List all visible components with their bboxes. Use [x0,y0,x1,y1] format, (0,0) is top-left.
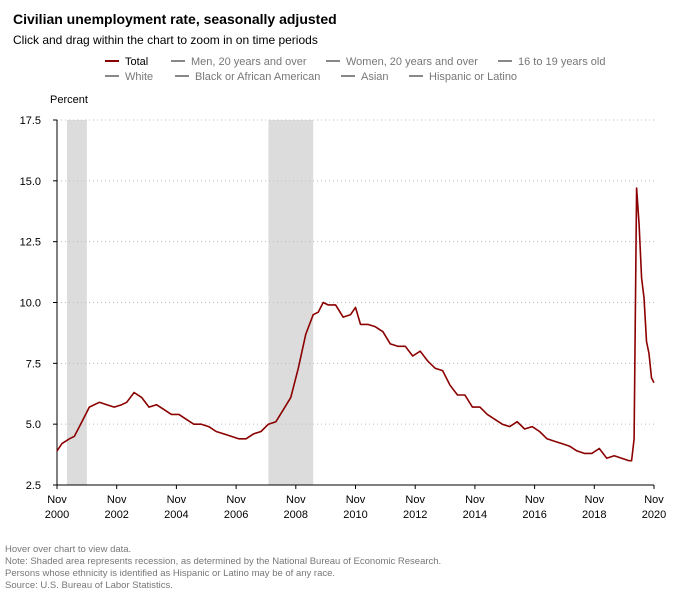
x-tick-label-year: 2016 [522,509,546,521]
x-tick-label-month: Nov [286,494,306,506]
legend-swatch [341,75,355,78]
legend-item-hispanic[interactable]: Hispanic or Latino [409,71,517,83]
legend-item-16-to-19[interactable]: 16 to 19 years old [498,56,605,68]
x-tick-label-year: 2006 [224,509,248,521]
x-tick-label-month: Nov [644,494,664,506]
legend-item-black[interactable]: Black or African American [175,71,320,83]
x-tick-label-year: 2000 [45,509,69,521]
legend-label: Asian [361,71,389,83]
series-line-total [56,187,655,462]
legend-item-asian[interactable]: Asian [341,71,389,83]
series-layer [56,187,655,462]
legend-label: Total [125,56,149,68]
legend-label: Women, 20 years and over [346,56,478,68]
x-tick-label-month: Nov [107,494,127,506]
x-tick-label-year: 2014 [463,509,487,521]
legend-swatch [105,60,119,63]
x-tick-label-year: 2004 [164,509,188,521]
recession-note: Note: Shaded area represents recession, … [5,556,442,567]
recession-band [66,120,87,485]
x-tick-label-year: 2010 [343,509,367,521]
hover-note: Hover over chart to view data. [5,544,132,555]
legend-item-men-20-over[interactable]: Men, 20 years and over [171,56,307,68]
y-tick-label: 10.0 [20,298,41,310]
x-tick-label-month: Nov [465,494,485,506]
x-tick-label-year: 2008 [284,509,308,521]
y-tick-label: 17.5 [20,115,41,127]
x-tick-label-year: 2012 [403,509,427,521]
legend-swatch [409,75,423,78]
y-tick-label: 5.0 [26,419,41,431]
legend-swatch [171,60,185,63]
legend-swatch [175,75,189,78]
y-tick-label: 12.5 [20,237,41,249]
chart-plot-area[interactable]: 17.5 15.0 12.5 10.0 7.5 5.0 2.5 Nov 2000 Nov 2002 N… [0,0,676,540]
axis-layer: 17.5 15.0 12.5 10.0 7.5 5.0 2.5 Nov 2000 Nov 2002 N… [20,115,667,521]
legend-swatch [326,60,340,63]
y-tick-label: 7.5 [26,358,41,370]
legend-item-white[interactable]: White [105,71,153,83]
chart-subtitle: Click and drag within the chart to zoom … [13,33,318,47]
ethnicity-note: Persons whose ethnicity is identified as… [5,568,336,579]
legend-label: Men, 20 years and over [191,56,307,68]
x-tick-label-year: 2018 [582,509,606,521]
chart-notes: Hover over chart to view data. Note: Sha… [5,544,441,592]
x-tick-label-month: Nov [47,494,67,506]
legend-item-total[interactable]: Total [105,56,148,68]
y-tick-label: 2.5 [26,480,41,492]
x-tick-label-year: 2002 [104,509,128,521]
x-tick-label-month: Nov [226,494,246,506]
y-axis-label: Percent [50,94,88,106]
legend-label: Black or African American [195,71,321,83]
legend-swatch [105,75,119,78]
grid-layer [57,119,654,425]
x-tick-label-month: Nov [346,494,366,506]
recession-layer [66,120,314,485]
x-tick-label-month: Nov [585,494,605,506]
legend-swatch [498,60,512,63]
legend-item-women-20-over[interactable]: Women, 20 years and over [326,56,478,68]
chart-title: Civilian unemployment rate, seasonally a… [13,11,337,27]
x-tick-label-month: Nov [167,494,187,506]
recession-band [268,120,314,485]
legend-label: Hispanic or Latino [429,71,518,83]
legend-label: White [125,71,154,83]
y-tick-label: 15.0 [20,176,41,188]
x-tick-label-month: Nov [525,494,545,506]
x-tick-label-month: Nov [405,494,425,506]
source-note: Source: U.S. Bureau of Labor Statistics. [5,580,173,591]
legend-label: 16 to 19 years old [518,56,606,68]
x-tick-label-year: 2020 [642,509,666,521]
